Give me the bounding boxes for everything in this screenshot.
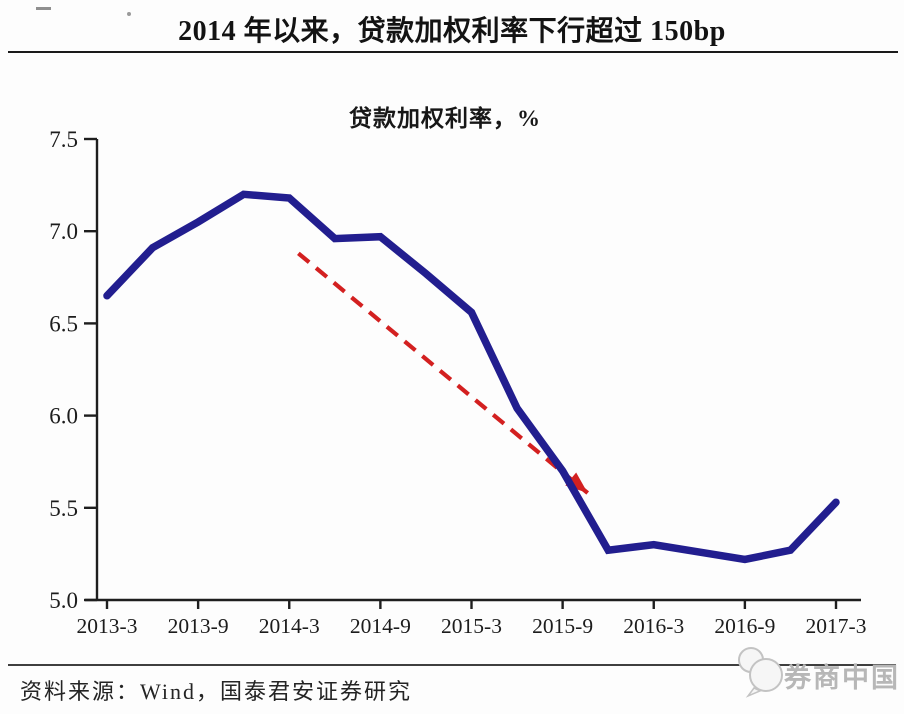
y-tick-label: 5.5 [49,496,78,521]
footer-divider [8,664,896,666]
chart-subtitle: 贷款加权利率，% [349,106,541,131]
watermark-label: 券商中国 [784,663,900,693]
x-tick-label: 2015-3 [441,614,502,638]
x-tick-label: 2013-9 [168,614,229,638]
x-tick-label: 2013-3 [77,614,138,638]
scan-artifact-dot [127,12,131,16]
x-tick-label: 2017-3 [806,614,867,638]
y-tick-label: 6.5 [49,311,78,336]
y-tick-label: 7.0 [49,219,78,244]
lending-rate-series-line [103,190,840,564]
trend-arrow-head [565,472,588,494]
headline-underline [8,51,898,53]
x-tick-label: 2016-3 [623,614,684,638]
y-tick-label: 6.0 [49,404,78,429]
data-source-note: 资料来源：Wind，国泰君安证券研究 [20,679,412,704]
y-tick-label: 7.5 [49,127,78,152]
speech-bubbles-icon [738,647,783,698]
x-tick-label: 2014-9 [350,614,411,638]
x-tick-label: 2016-9 [714,614,775,638]
x-tick-label: 2014-3 [259,614,320,638]
chart-headline: 2014 年以来，贷款加权利率下行超过 150bp [178,16,726,47]
scan-artifact-dash [36,7,51,10]
trend-arrow-shaft [297,251,590,495]
qszg-watermark: 券商中国 [724,642,900,704]
y-tick-label: 5.0 [49,588,78,613]
x-tick-label: 2015-9 [532,614,593,638]
